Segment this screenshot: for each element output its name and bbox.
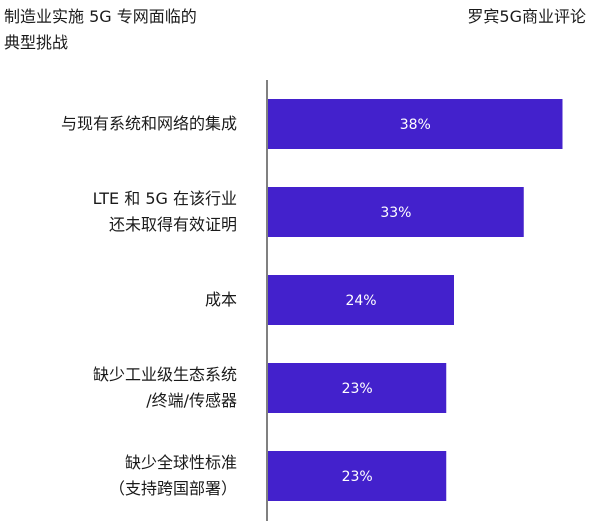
bar-5 — [268, 451, 447, 501]
bar-4 — [268, 363, 447, 413]
category-label-2: LTE 和 5G 在该行业还未取得有效证明 — [0, 186, 237, 238]
bar-value-label-2: 33% — [380, 205, 411, 221]
category-label-5: 缺少全球性标准 （支持跨国部署） — [0, 450, 237, 502]
category-label-5-line-2: （支持跨国部署） — [108, 479, 237, 498]
bar-value-label-5: 23% — [342, 469, 373, 485]
bar-value-label-1: 38% — [400, 117, 431, 133]
category-label-2-line-1: LTE 和 5G 在该行业 — [92, 189, 237, 208]
category-label-1-line-1: 与现有系统和网络的集成 — [60, 114, 237, 133]
bar-3 — [268, 275, 454, 325]
bar-1 — [268, 99, 563, 149]
chart-title-line2: 典型挑战 — [4, 33, 69, 52]
chart-title-line1: 制造业实施 5G 专网面临的 — [4, 7, 197, 26]
chart-title: 制造业实施 5G 专网面临的 典型挑战 — [4, 4, 254, 56]
bar-2 — [268, 187, 524, 237]
category-label-4-line-1: 缺少工业级生态系统 — [92, 365, 237, 384]
category-label-4-line-2: /终端/传感器 — [146, 391, 237, 410]
category-label-3: 成本 — [0, 287, 237, 313]
category-label-2-line-2: 还未取得有效证明 — [108, 215, 237, 234]
category-label-1: 与现有系统和网络的集成 — [0, 111, 237, 137]
category-label-4: 缺少工业级生态系统/终端/传感器 — [0, 362, 237, 414]
category-label-3-line-1: 成本 — [204, 290, 237, 309]
chart-source: 罗宾5G商业评论 — [467, 7, 586, 26]
bar-value-label-4: 23% — [342, 381, 373, 397]
category-label-5-line-1: 缺少全球性标准 — [124, 453, 237, 472]
bar-value-label-3: 24% — [345, 293, 376, 309]
